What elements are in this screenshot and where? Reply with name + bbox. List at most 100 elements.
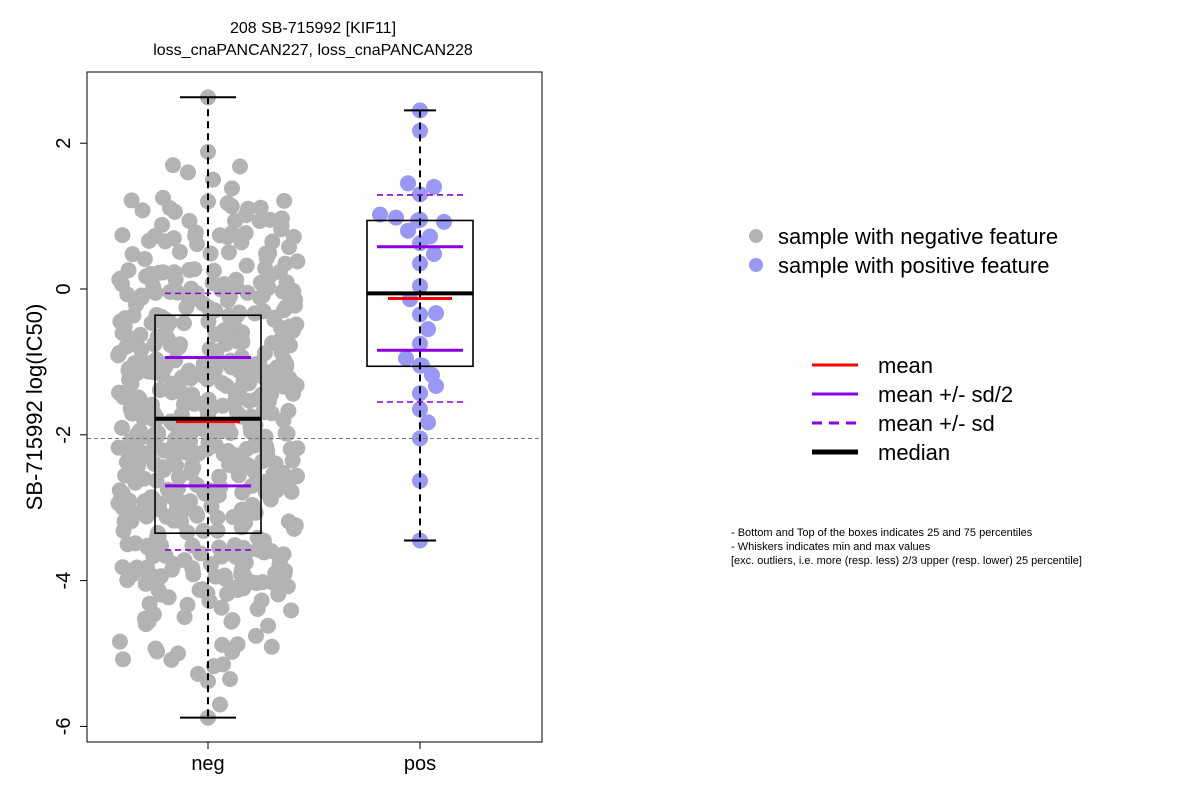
neg-point xyxy=(164,561,180,578)
neg-point xyxy=(171,243,188,260)
neg-point xyxy=(205,367,222,384)
neg-point xyxy=(183,280,200,297)
x-tick-label: pos xyxy=(404,753,436,775)
neg-point xyxy=(238,257,255,274)
neg-point xyxy=(283,483,300,500)
y-tick-label: 2 xyxy=(53,138,75,149)
neg-point xyxy=(150,528,167,545)
neg-point xyxy=(119,536,136,553)
neg-point xyxy=(282,337,298,354)
chart-title-line-1: 208 SB-715992 [KIF11] xyxy=(230,20,396,37)
pos-point xyxy=(412,472,428,489)
neg-point xyxy=(284,452,301,469)
neg-point xyxy=(229,636,246,653)
neg-point xyxy=(172,336,188,353)
plot-frame xyxy=(86,71,543,743)
neg-point xyxy=(189,507,206,524)
neg-point xyxy=(176,315,192,332)
neg-point xyxy=(201,593,218,609)
neg-point xyxy=(111,344,128,361)
neg-point xyxy=(206,423,223,440)
pos-point xyxy=(412,278,428,295)
neg-point xyxy=(260,617,277,634)
neg-point xyxy=(224,612,241,629)
neg-point xyxy=(115,522,132,539)
neg-point xyxy=(200,193,216,210)
neg-point xyxy=(262,211,279,228)
neg-point xyxy=(237,225,254,242)
neg-point xyxy=(244,496,261,513)
neg-point xyxy=(184,422,201,439)
neg-point xyxy=(259,448,276,465)
neg-point xyxy=(226,394,243,410)
neg-point xyxy=(191,581,208,598)
pos-point xyxy=(428,305,444,322)
iqr-box xyxy=(154,314,262,535)
neg-point xyxy=(288,467,305,484)
pos-point xyxy=(412,255,428,272)
neg-point xyxy=(271,556,288,573)
neg-point xyxy=(162,283,179,300)
neg-point xyxy=(227,548,244,565)
pos-point xyxy=(426,178,442,195)
neg-point xyxy=(127,474,144,491)
neg-point xyxy=(237,514,254,531)
neg-point xyxy=(141,595,158,612)
neg-point xyxy=(124,566,141,583)
neg-point xyxy=(178,299,195,316)
legend-point-marker xyxy=(749,229,763,243)
neg-point xyxy=(239,457,256,473)
neg-point xyxy=(202,245,219,262)
neg-point xyxy=(153,586,169,603)
neg-point xyxy=(133,404,150,420)
neg-point xyxy=(263,638,280,655)
pos-point xyxy=(400,222,416,239)
neg-point xyxy=(289,253,306,270)
neg-point xyxy=(255,532,272,549)
neg-point xyxy=(275,412,292,429)
neg-point xyxy=(111,633,128,650)
neg-point xyxy=(223,225,240,241)
notes-block: - Bottom and Top of the boxes indicates … xyxy=(731,527,1082,567)
neg-point xyxy=(184,560,201,577)
neg-point xyxy=(149,643,166,660)
neg-point xyxy=(116,310,133,327)
neg-point xyxy=(136,251,153,267)
note-line: - Bottom and Top of the boxes indicates … xyxy=(731,527,1033,539)
neg-point xyxy=(123,192,140,209)
neg-point xyxy=(255,303,272,320)
neg-point xyxy=(111,482,128,499)
neg-point xyxy=(280,513,297,530)
neg-point xyxy=(246,437,263,454)
neg-point xyxy=(273,221,290,238)
neg-point xyxy=(117,326,134,343)
neg-point xyxy=(212,281,229,298)
neg-point xyxy=(128,426,145,443)
neg-point xyxy=(147,284,164,301)
neg-point xyxy=(164,375,181,392)
neg-point xyxy=(185,459,202,476)
neg-point xyxy=(187,224,204,241)
neg-point xyxy=(234,484,251,501)
pos-point xyxy=(412,401,428,418)
x-tick-label: neg xyxy=(191,753,224,775)
neg-point xyxy=(110,495,127,512)
neg-point xyxy=(257,483,274,500)
y-tick-label: -4 xyxy=(53,572,75,590)
neg-point xyxy=(256,345,273,362)
neg-point xyxy=(257,260,274,277)
neg-point xyxy=(140,613,157,630)
neg-point xyxy=(288,316,305,333)
neg-point xyxy=(218,377,235,394)
neg-point xyxy=(222,671,238,687)
neg-point xyxy=(190,445,207,462)
neg-point xyxy=(136,493,153,510)
neg-point xyxy=(264,233,281,250)
legend-lines: mean mean +/- sd/2 mean +/- sd median xyxy=(812,353,1013,465)
neg-point xyxy=(213,599,230,616)
legend-line-label: mean xyxy=(878,353,933,378)
neg-point xyxy=(224,180,240,197)
neg-point xyxy=(209,522,226,539)
neg-point xyxy=(182,493,199,510)
neg-point xyxy=(217,570,234,587)
